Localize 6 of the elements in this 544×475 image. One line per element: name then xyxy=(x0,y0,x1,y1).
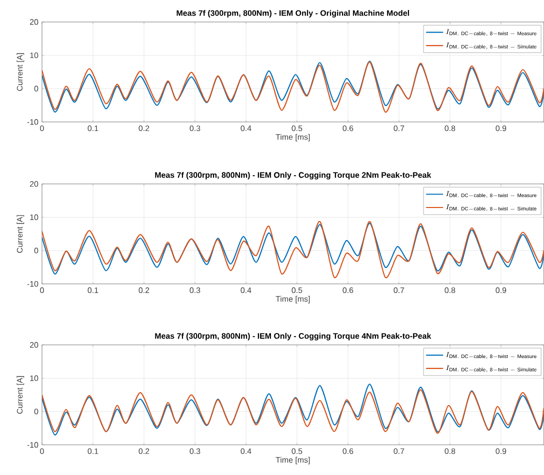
legend-label: $I_{\mathrm{DM.\ DC{-}cable,\ 8{-}twist\ {-}\ Simulate}}$ xyxy=(446,204,536,212)
legend-label: $I_{\mathrm{DM.\ DC{-}cable,\ 8{-}twist\ {-}\ Simulate}}$ xyxy=(446,42,536,50)
legend-label: $I_{\mathrm{DM.\ DC{-}cable,\ 8{-}twist\ {-}\ Simulate}}$ xyxy=(446,365,536,372)
legend-label: $I_{\mathrm{DM.\ DC{-}cable,\ 8{-}twist\ {-}\ Measure}}$ xyxy=(446,191,536,198)
legend-label: $I_{\mathrm{DM.\ DC{-}cable,\ 8{-}twist\ {-}\ Measure}}$ xyxy=(446,352,536,360)
legend-label: $I_{\mathrm{DM.\ DC{-}cable,\ 8{-}twist\ {-}\ Measure}}$ xyxy=(446,29,536,36)
